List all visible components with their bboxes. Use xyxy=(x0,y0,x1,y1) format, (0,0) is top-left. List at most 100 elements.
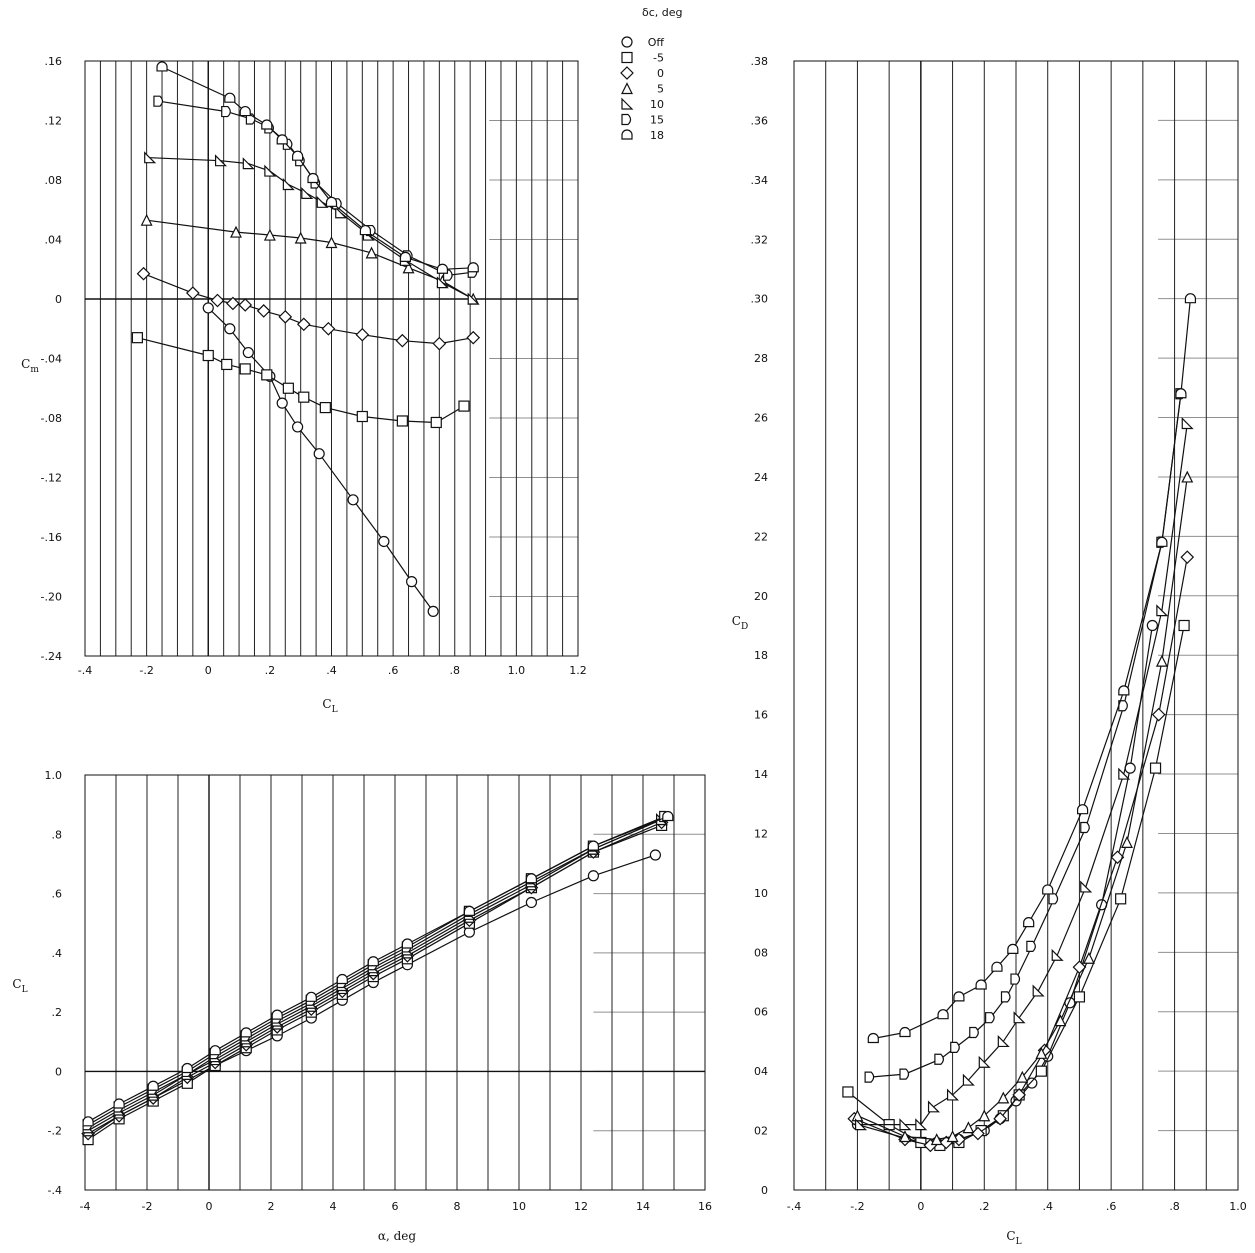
cm-data-point xyxy=(355,327,370,342)
cl-xtick-label: -4 xyxy=(80,1200,91,1213)
cm-data-point xyxy=(427,605,439,617)
cd-series-0 xyxy=(847,550,1195,1153)
cd-data-point xyxy=(997,1034,1010,1048)
cl-data-point xyxy=(525,896,538,909)
legend-marker-diamond xyxy=(620,66,634,80)
cd-ytick-label: 22 xyxy=(754,530,768,543)
chart-cl-vs-alpha: -4 -2 0 2 4 6 8 10 12 14 16 -.4 -.2 0 .2 .4 .6 .8 1.0 α, de… xyxy=(12,769,712,1243)
cd-data-point xyxy=(1054,1014,1067,1027)
chart-cd-vs-cl: -.4 -.2 0 .2 .4 .6 .8 1.0 0 02 04 06 08 10 12 14 16 18 20 2… xyxy=(732,55,1247,1247)
cd-ytick-label: 18 xyxy=(754,649,768,662)
cd-data-point xyxy=(1035,1065,1047,1077)
cd-xtick-label: -.4 xyxy=(787,1200,801,1213)
cd-ytick-label: 20 xyxy=(754,590,768,603)
cl-ytick-label: -.2 xyxy=(48,1125,62,1138)
cd-data-point xyxy=(978,1055,991,1068)
legend-label: 10 xyxy=(650,98,664,111)
cd-data-point xyxy=(1000,991,1011,1003)
cm-data-point xyxy=(321,321,336,336)
cm-data-point xyxy=(242,157,255,170)
cl-data-point xyxy=(367,956,379,967)
cd-ytick-label: 14 xyxy=(754,768,768,781)
cd-data-point xyxy=(937,1009,949,1020)
cd-data-point xyxy=(842,1086,854,1098)
cm-data-point xyxy=(239,106,251,117)
cd-series-5 xyxy=(851,470,1194,1146)
cm-ytick-label: .12 xyxy=(45,115,63,128)
cl-y-axis-label: CL xyxy=(12,977,27,995)
cm-ytick-label: 0 xyxy=(55,293,62,306)
cm-series-Off xyxy=(202,302,439,617)
cl-data-point xyxy=(209,1045,221,1056)
cd-ytick-label: 06 xyxy=(754,1006,768,1019)
legend-label: 0 xyxy=(657,67,664,80)
cd-frame xyxy=(793,60,1239,1191)
cm-data-point xyxy=(131,332,143,344)
cm-data-point xyxy=(230,225,242,238)
cd-xtick-label: -.2 xyxy=(850,1200,864,1213)
legend: δc, deg Off -5 0 5 10 15 18 xyxy=(620,6,683,142)
cl-data-point xyxy=(587,870,600,882)
cm-data-point xyxy=(153,95,164,107)
cm-data-point xyxy=(256,304,271,318)
cd-data-point xyxy=(1155,654,1168,667)
cm-xtick-label: 1.0 xyxy=(508,664,526,677)
cm-data-point xyxy=(261,369,273,381)
legend-marker-flag-right xyxy=(621,113,632,126)
cd-data-point xyxy=(1026,1077,1038,1089)
cm-y-axis-label: Cm xyxy=(21,357,39,375)
cd-data-point xyxy=(864,1071,875,1083)
cm-data-point xyxy=(356,410,368,423)
cm-data-point xyxy=(224,323,236,335)
cm-data-point xyxy=(359,225,371,236)
cm-data-point xyxy=(202,349,214,362)
legend-marker-circle xyxy=(621,36,633,48)
cd-data-point xyxy=(1082,951,1095,964)
cd-data-point xyxy=(899,1130,911,1143)
cd-ytick-label: .32 xyxy=(751,233,769,246)
cm-ytick-label: -.20 xyxy=(41,591,62,604)
cm-x-axis-label: CL xyxy=(322,697,337,715)
cd-data-point xyxy=(1073,991,1086,1003)
cm-data-point xyxy=(307,172,319,184)
cm-data-point xyxy=(347,494,359,506)
chart-cm-vs-cl: -.4 -.2 0.2.4.6.8 1.0 1.2-.24-.20-.16-.12-.0… xyxy=(21,55,587,715)
cd-data-point xyxy=(975,979,987,990)
cm-data-point xyxy=(242,346,254,359)
cd-ytick-label: 16 xyxy=(754,709,768,722)
cl-data-point xyxy=(271,1009,283,1020)
cd-data-point xyxy=(1184,293,1197,304)
cl-data-point xyxy=(240,1027,252,1038)
cd-data-point xyxy=(962,1121,975,1134)
cd-data-point xyxy=(978,1109,991,1122)
cd-ytick-label: 10 xyxy=(754,887,768,900)
cl-xtick-label: -2 xyxy=(142,1200,153,1213)
cd-data-point xyxy=(1023,917,1035,928)
cd-data-point xyxy=(950,1041,960,1053)
cd-data-point xyxy=(1012,1088,1027,1102)
cd-ytick-label: .34 xyxy=(751,174,769,187)
cl-series-line xyxy=(87,854,656,1138)
cm-data-point xyxy=(395,333,410,348)
cl-xtick-label: 8 xyxy=(454,1200,461,1213)
cl-data-point xyxy=(463,905,475,916)
cd-data-point xyxy=(1121,836,1133,848)
cd-ytick-label: .36 xyxy=(751,114,769,127)
cd-data-point xyxy=(953,991,965,1002)
cl-ytick-label: -.4 xyxy=(48,1184,62,1197)
cd-data-point xyxy=(997,1091,1010,1104)
cm-data-point xyxy=(221,105,231,118)
cl-grid xyxy=(84,774,706,1191)
cd-data-point xyxy=(1118,767,1131,780)
cd-series-15 xyxy=(864,388,1186,1083)
cd-ytick-label: .38 xyxy=(751,55,769,68)
cm-data-point xyxy=(282,178,295,191)
legend-label: 15 xyxy=(650,114,664,127)
cl-data-point xyxy=(649,849,662,861)
cd-data-point xyxy=(1151,707,1166,722)
cm-data-point xyxy=(239,363,251,375)
cd-series-10 xyxy=(854,417,1194,1131)
cd-data-point xyxy=(1080,821,1090,834)
cm-frame xyxy=(84,60,579,657)
cd-x-axis-label: CL xyxy=(1006,1229,1021,1247)
